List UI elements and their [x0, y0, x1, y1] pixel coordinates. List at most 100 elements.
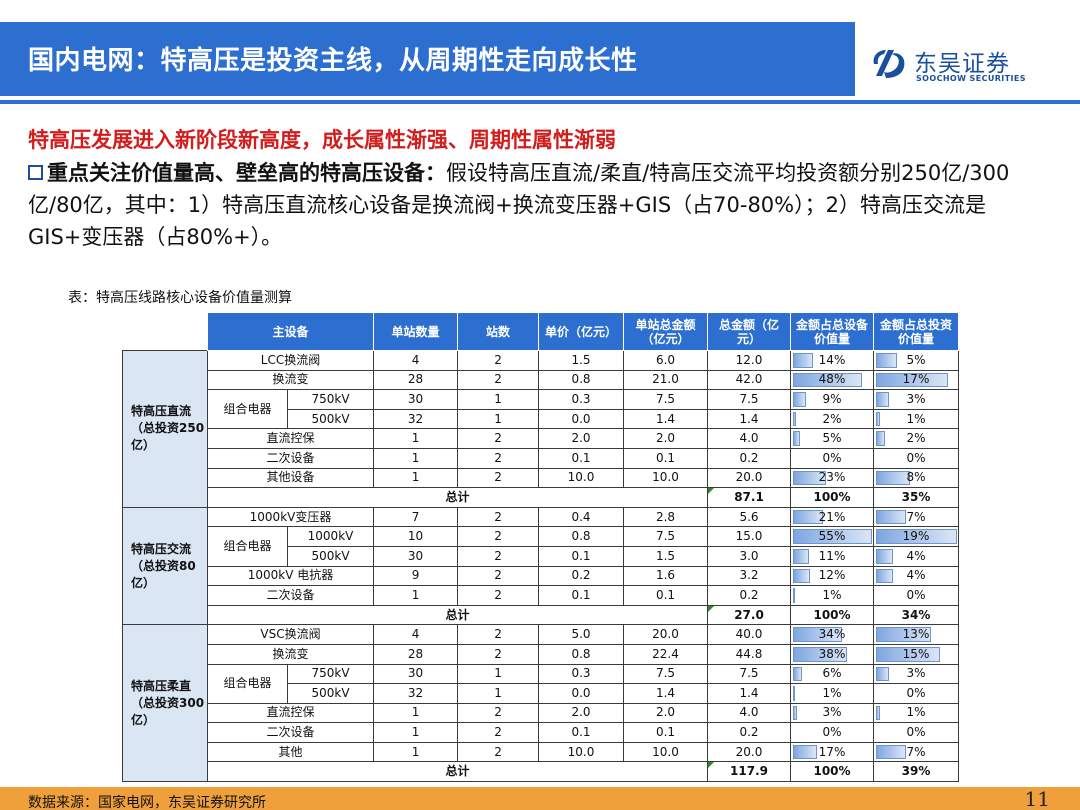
station-total: 2.0: [623, 428, 709, 449]
table-row: 特高压柔直（总投资300亿） VSC换流阀 4 2 5.0 20.0 40.0 34% 13%: [122, 624, 960, 783]
equipment-name: 换流变: [206, 643, 375, 665]
total-amount: 7.5: [707, 389, 792, 410]
group-total-equip-pct: 100%: [790, 604, 875, 626]
station-total: 1.4: [623, 683, 709, 704]
station-quantity: 7: [373, 506, 459, 528]
equipment-name: 二次设备: [206, 722, 375, 743]
equipment-name: 换流变: [206, 369, 375, 391]
percent-bar: [793, 353, 814, 368]
percent-value: 5%: [822, 431, 842, 446]
unit-price: 0.0: [538, 408, 625, 430]
equipment-value-table: 主设备 单站数量 站数 单价（亿元） 单站总金额（亿元） 总金额（亿元） 金额占…: [122, 312, 960, 783]
percent-value: 14%: [818, 352, 846, 367]
percent-value: 1%: [906, 705, 926, 720]
percent-bar-cell: 1%: [873, 408, 960, 430]
percent-bar-cell: 0%: [790, 722, 875, 743]
section-subtitle: 特高压发展进入新阶段新高度，成长属性渐强、周期性属性渐弱: [28, 128, 616, 152]
percent-bar-cell: 5%: [790, 428, 875, 449]
total-amount: 4.0: [707, 702, 792, 724]
percent-bar-cell: 19%: [873, 526, 960, 547]
station-total: 1.6: [623, 565, 709, 587]
group-total-equip-pct: 100%: [790, 487, 875, 508]
percent-bar-cell: 0%: [873, 585, 960, 606]
percent-bar-cell: 1%: [873, 702, 960, 724]
station-quantity: 28: [373, 643, 459, 665]
total-label: 总计: [206, 761, 709, 783]
group-total-amount: 87.1: [707, 487, 792, 508]
station-quantity: 32: [373, 683, 459, 704]
percent-value: 7%: [906, 744, 926, 759]
percent-bar-cell: 1%: [790, 585, 875, 606]
percent-bar: [876, 568, 893, 584]
total-amount: 4.0: [707, 428, 792, 449]
equipment-name: 组合电器: [207, 526, 288, 567]
station-quantity: 1: [373, 467, 459, 489]
total-amount: 20.0: [707, 467, 792, 489]
percent-bar: [793, 705, 798, 721]
group-total-invest-pct: 34%: [873, 604, 960, 626]
total-amount: 5.6: [707, 506, 792, 528]
unit-price: 0.1: [538, 722, 625, 743]
table-row: 500kV 30 2 0.1 1.5 3.0 11% 4%: [123, 545, 960, 567]
company-logo: 东吴证券 SOOCHOW SECURITIES: [870, 44, 1060, 88]
total-amount: 44.8: [707, 643, 792, 665]
percent-bar: [876, 353, 898, 368]
header-cell: 单站总金额（亿元）: [623, 312, 709, 351]
station-total: 10.0: [623, 467, 709, 489]
table-row: 二次设备 1 2 0.1 0.1 0.2 0% 0%: [123, 722, 960, 743]
station-count: 2: [457, 722, 540, 743]
percent-bar-cell: 1%: [790, 683, 875, 704]
group-label: 特高压直流（总投资250亿）: [122, 350, 208, 508]
total-amount: 15.0: [707, 526, 792, 547]
unit-price: 2.0: [538, 428, 625, 449]
percent-bar-cell: 12%: [790, 565, 875, 587]
square-bullet-icon: [28, 165, 43, 180]
station-count: 1: [457, 683, 540, 704]
table-caption: 表：特高压线路核心设备价值量测算: [68, 290, 292, 306]
station-count: 2: [457, 702, 540, 724]
table-row: 1000kV 电抗器 9 2 0.2 1.6 3.2 12% 4%: [123, 565, 960, 587]
station-count: 2: [457, 526, 540, 547]
unit-price: 0.1: [538, 447, 625, 469]
percent-bar-cell: 3%: [873, 389, 960, 410]
percent-value: 7%: [906, 509, 926, 524]
header-cell: 单价（亿元）: [538, 312, 625, 351]
percent-bar-cell: 38%: [790, 643, 875, 665]
total-row: 总计 117.9 100% 39%: [123, 761, 960, 783]
table-row: 换流变 28 2 0.8 21.0 42.0 48% 17%: [123, 369, 960, 391]
percent-value: 1%: [906, 411, 926, 426]
station-total: 2.8: [623, 506, 709, 528]
percent-value: 4%: [906, 568, 926, 583]
header-blank: [122, 312, 208, 351]
logo-english-name: SOOCHOW SECURITIES: [916, 74, 1026, 83]
percent-bar: [793, 509, 824, 525]
group-total-invest-pct: 35%: [873, 487, 960, 508]
station-quantity: 9: [373, 565, 459, 587]
station-quantity: 1: [373, 447, 459, 469]
unit-price: 0.1: [538, 545, 625, 567]
percent-bar-cell: 11%: [790, 545, 875, 567]
unit-price: 1.5: [538, 350, 625, 371]
equipment-name: 其他: [206, 741, 375, 763]
percent-bar: [793, 646, 848, 662]
station-count: 2: [457, 467, 540, 489]
percent-value: 0%: [906, 450, 926, 465]
equipment-name: 1000kV 电抗器: [206, 565, 375, 587]
logo-chinese-name: 东吴证券: [914, 51, 1010, 77]
station-total: 22.4: [623, 643, 709, 665]
header-bar: [0, 22, 855, 96]
voltage-level: 500kV: [286, 683, 375, 704]
station-quantity: 30: [373, 545, 459, 567]
percent-bar-cell: 3%: [873, 663, 960, 685]
unit-price: 5.0: [538, 624, 625, 645]
percent-bar: [793, 666, 802, 682]
percent-value: 55%: [818, 529, 846, 544]
percent-bar: [793, 372, 862, 388]
station-count: 2: [457, 369, 540, 391]
percent-value: 13%: [902, 627, 930, 642]
header-cell: 站数: [457, 312, 540, 351]
percent-bar-cell: 4%: [873, 545, 960, 567]
station-quantity: 4: [373, 350, 459, 371]
station-quantity: 30: [373, 389, 459, 410]
percent-bar-cell: 9%: [790, 389, 875, 410]
